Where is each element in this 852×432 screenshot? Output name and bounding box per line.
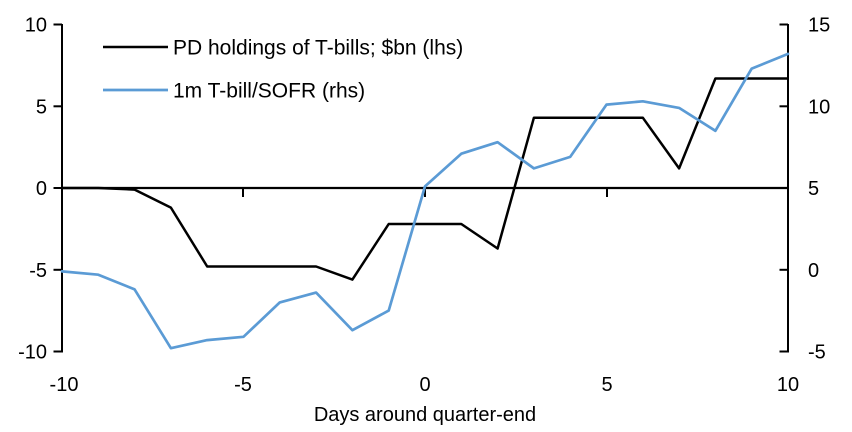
x-tick-label: 5 (601, 374, 612, 396)
left-axis-ticks (53, 23, 62, 353)
x-tick-label: -5 (234, 374, 252, 396)
right-axis-ticks (779, 23, 788, 353)
left-tick-label: 0 (36, 178, 47, 200)
x-tick-label: 0 (419, 374, 430, 396)
right-tick-label: 10 (808, 96, 830, 118)
right-tick-label: 15 (808, 15, 830, 37)
left-tick-label: 10 (25, 15, 47, 37)
x-axis-labels: -10 -5 0 5 10 (50, 374, 800, 396)
left-tick-label: -10 (18, 342, 47, 364)
right-axis-labels: 15 10 5 0 -5 (808, 15, 830, 364)
right-tick-label: -5 (808, 342, 826, 364)
left-tick-label: 5 (36, 96, 47, 118)
tbill-sofr-series-line (60, 52, 790, 350)
left-tick-label: -5 (29, 260, 47, 282)
right-tick-label: 5 (808, 178, 819, 200)
legend-label-pd-holdings: PD holdings of T-bills; $bn (lhs) (173, 37, 463, 60)
right-tick-label: 0 (808, 260, 819, 282)
x-tick-label: -10 (50, 374, 79, 396)
left-axis-labels: 10 5 0 -5 -10 (18, 15, 47, 364)
legend: PD holdings of T-bills; $bn (lhs) 1m T-b… (103, 37, 463, 103)
pd-holdings-series-line (62, 77, 788, 281)
x-tick-label: 10 (777, 374, 799, 396)
x-axis-title: Days around quarter-end (314, 404, 536, 426)
legend-label-tbill-sofr: 1m T-bill/SOFR (rhs) (173, 80, 365, 103)
